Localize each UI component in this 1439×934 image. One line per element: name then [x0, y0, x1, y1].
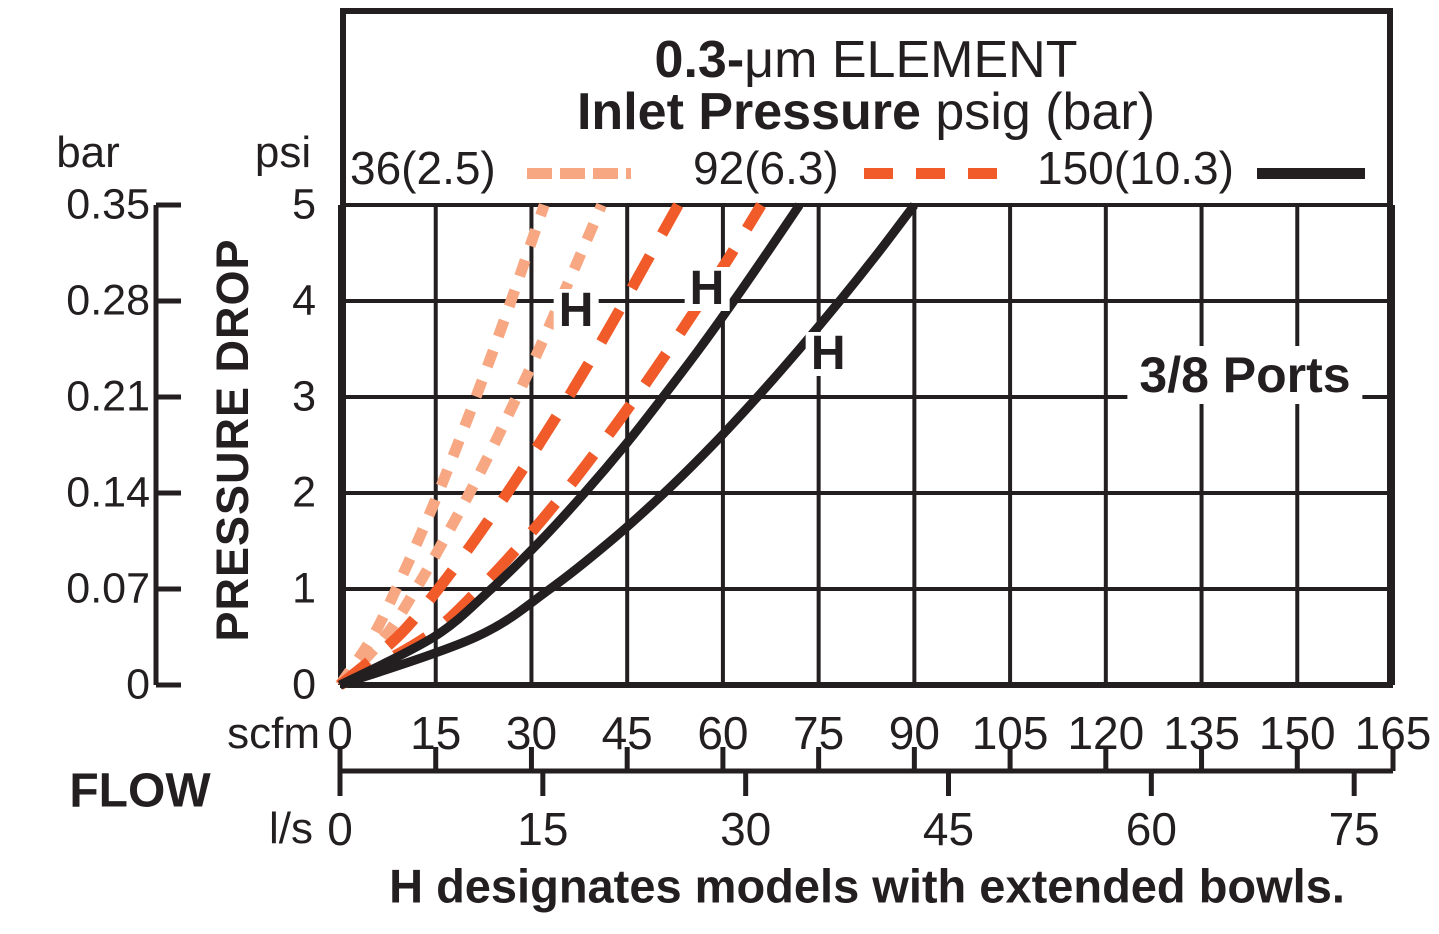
legend-label-92: 92(6.3) — [693, 142, 839, 194]
legend-line-150-solid — [1257, 168, 1365, 179]
bar-tick-label-0.35: 0.35 — [66, 180, 150, 229]
lps-tick-label-30: 30 — [720, 803, 772, 855]
scfm-tick-label-135: 135 — [1163, 707, 1240, 759]
legend-line-92-dashed — [864, 168, 1010, 179]
psi-tick-label-2: 2 — [292, 468, 316, 517]
scfm-unit-label: scfm — [227, 709, 320, 758]
chart-subtitle-bold: Inlet Pressure — [576, 83, 921, 141]
bar-tick-label-0.07: 0.07 — [66, 564, 150, 613]
curve-92-standard — [336, 202, 684, 690]
psi-tick-label-4: 4 — [292, 276, 316, 325]
curve-150-H — [338, 202, 918, 690]
h-marker-2: H — [684, 264, 730, 312]
bar-tick-label-0.21: 0.21 — [66, 372, 150, 421]
lps-tick-label-60: 60 — [1125, 803, 1177, 855]
legend-label-150: 150(10.3) — [1037, 142, 1234, 194]
lps-tick-label-15: 15 — [517, 803, 569, 855]
scfm-tick-label-15: 15 — [410, 707, 462, 759]
psi-tick-label-5: 5 — [292, 180, 316, 229]
lps-tick-label-75: 75 — [1328, 803, 1380, 855]
curve-36-standard — [335, 203, 550, 689]
y-axis-title: PRESSURE DROP — [207, 238, 258, 642]
legend-line-36-dotted — [527, 168, 631, 179]
h-marker-1: H — [553, 286, 599, 334]
curve-92-H — [337, 202, 766, 690]
scfm-tick-label-105: 105 — [971, 707, 1049, 759]
scfm-tick-label-90: 90 — [888, 707, 940, 759]
legend-label-36: 36(2.5) — [350, 142, 496, 194]
scfm-tick-label-165: 165 — [1354, 707, 1432, 759]
psi-unit-label: psi — [254, 128, 312, 177]
caption: H designates models with extended bowls. — [389, 859, 1345, 913]
scfm-tick-label-60: 60 — [697, 707, 749, 759]
chart-subtitle: Inlet Pressure psig (bar) — [577, 82, 1155, 142]
chart-title-rest: μm ELEMENT — [744, 31, 1078, 89]
lps-tick-label-0: 0 — [327, 803, 353, 855]
scfm-tick-label-150: 150 — [1258, 707, 1336, 759]
psi-tick-label-3: 3 — [292, 372, 316, 421]
scfm-tick-label-45: 45 — [601, 707, 653, 759]
h-marker-3: H — [805, 329, 851, 377]
bar-tick-label-0.14: 0.14 — [66, 468, 150, 517]
scfm-tick-label-75: 75 — [793, 707, 845, 759]
psi-tick-label-1: 1 — [292, 564, 316, 613]
bar-tick-label-0: 0 — [126, 660, 150, 709]
curve-150-standard — [337, 202, 804, 690]
scfm-tick-label-30: 30 — [505, 707, 558, 759]
curve-36-H — [335, 202, 607, 689]
bar-unit-label: bar — [56, 128, 120, 177]
scfm-tick-label-120: 120 — [1067, 707, 1145, 759]
lps-tick-label-45: 45 — [922, 803, 975, 855]
scfm-tick-label-0: 0 — [327, 707, 353, 759]
bar-tick-label-0.28: 0.28 — [66, 276, 150, 325]
chart-title: 0.3-μm ELEMENT — [655, 30, 1078, 90]
chart-subtitle-rest: psig (bar) — [920, 83, 1156, 141]
psi-tick-label-0: 0 — [292, 660, 316, 709]
x-axis-title: FLOW — [69, 764, 211, 818]
ports-annotation: 3/8 Ports — [1127, 346, 1363, 404]
lps-unit-label: l/s — [269, 804, 313, 853]
chart-border — [340, 8, 1393, 688]
chart-title-bold: 0.3- — [654, 31, 745, 89]
